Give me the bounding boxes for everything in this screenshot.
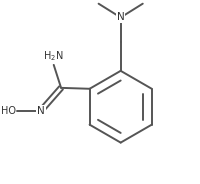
Text: N: N bbox=[37, 106, 44, 116]
Text: N: N bbox=[116, 13, 124, 22]
Text: HO: HO bbox=[1, 106, 16, 116]
Text: H$_2$N: H$_2$N bbox=[43, 49, 64, 63]
